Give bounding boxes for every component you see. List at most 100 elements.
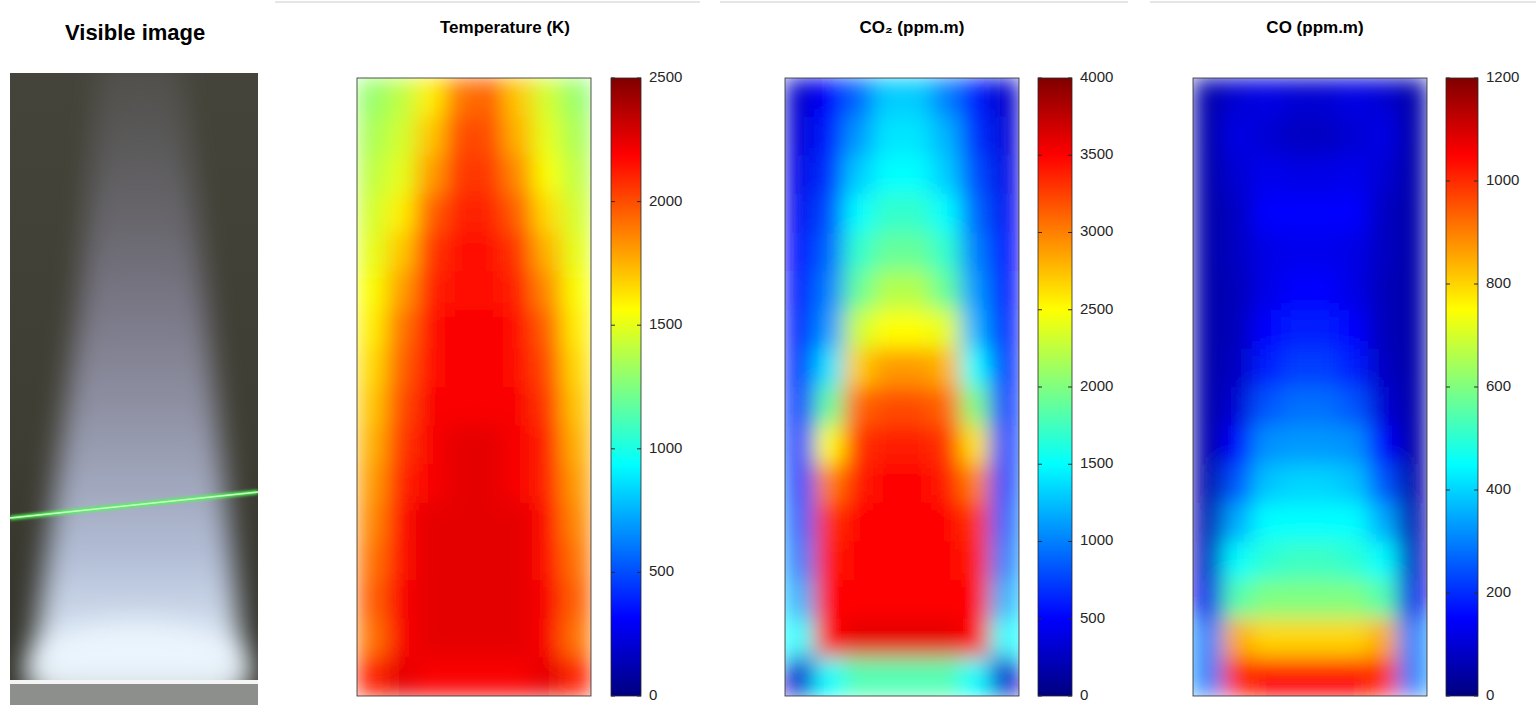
heatmap-cell [1398,542,1427,581]
heatmap-cell [873,464,903,503]
heatmap-cell [1193,657,1223,696]
heatmap-cell [357,233,387,272]
heatmap-cell [1369,155,1399,194]
heatmap-cell [445,503,475,542]
heatmap-cell [873,310,903,349]
heatmap-cell [873,194,903,233]
heatmap-cell [533,619,563,658]
heatmap-cell [844,426,874,465]
heatmap-cell [814,464,844,503]
heatmap-cell [1369,542,1399,581]
heatmap-cell [562,657,591,696]
heatmap-cell [844,233,874,272]
heatmap-cell [814,387,844,426]
heatmap-cell [785,271,815,310]
colorbar-tick [611,572,615,573]
heatmap-cell [785,348,815,387]
heatmap-cell [474,542,504,581]
heatmap-cell [1222,464,1252,503]
colorbar-tick-label: 200 [1486,583,1511,600]
heatmap-cell [1310,426,1340,465]
heatmap-cell [533,657,563,696]
heatmap-cell [416,271,446,310]
heatmap-cell [474,78,504,117]
heatmap-cell [961,310,991,349]
colorbar-tick-label: 1500 [1080,454,1113,471]
heatmap-cell [474,426,504,465]
heatmap-cell [1339,426,1369,465]
heatmap-cell [1281,580,1311,619]
frame-line [1150,2,1536,3]
heatmap-cell [533,542,563,581]
heatmap-cell [844,310,874,349]
heatmap-cell [445,271,475,310]
heatmap-cell [844,464,874,503]
heatmap-cell [844,117,874,156]
heatmap-cell [1281,619,1311,658]
heatmap-cell [357,387,387,426]
heatmap-cell [990,542,1019,581]
colorbar [611,78,641,696]
heatmap-cell [416,580,446,619]
heatmap-cell [445,310,475,349]
heatmap-cell [1398,387,1427,426]
heatmap-cell [961,619,991,658]
heatmap-cell [533,117,563,156]
heatmap-cell [386,348,416,387]
heatmap-cell [1222,619,1252,658]
heatmap-cell [1193,503,1223,542]
heatmap-cell [1252,426,1282,465]
heatmap-cells [1193,78,1427,696]
heatmap-cell [386,657,416,696]
heatmap-cell [416,503,446,542]
heatmap-cell [785,503,815,542]
heatmap-cell [562,78,591,117]
heatmap-cell [1193,271,1223,310]
heatmap-cell [445,194,475,233]
heatmap-cell [562,348,591,387]
heatmap-cell [474,619,504,658]
heatmap-cell [1222,233,1252,272]
heatmap-cell [1281,503,1311,542]
heatmap-cell [562,155,591,194]
heatmap-cell [961,194,991,233]
heatmap-cell [1398,503,1427,542]
heatmap-cell [1369,310,1399,349]
heatmap-area [1193,78,1427,696]
heatmap-cell [844,194,874,233]
heatmap-cell [1339,194,1369,233]
heatmap-cell [931,387,961,426]
heatmap-cell [873,117,903,156]
heatmap-cell [931,542,961,581]
heatmap-cell [445,387,475,426]
heatmap-cell [1222,194,1252,233]
heatmap-cell [1369,233,1399,272]
heatmap-cell [1369,580,1399,619]
heatmap-cell [1398,464,1427,503]
heatmap-cell [902,464,932,503]
heatmap-cell [386,426,416,465]
heatmap-cell [931,619,961,658]
heatmap-cell [785,464,815,503]
heatmap-cell [1339,117,1369,156]
heatmap-cell [562,426,591,465]
heatmap-cell [1398,117,1427,156]
colorbar-tick [1068,464,1072,465]
heatmap-cell [533,464,563,503]
heatmap-cell [1252,387,1282,426]
heatmap-cell [873,503,903,542]
heatmap-cell [961,348,991,387]
colorbar-tick [1038,387,1042,388]
heatmap-cell [844,657,874,696]
heatmap-cell [990,619,1019,658]
colorbar-tick [1038,232,1042,233]
heatmap-cell [445,348,475,387]
colorbar-tick [1038,618,1042,619]
heatmap-cell [990,271,1019,310]
heatmap-cell [416,542,446,581]
heatmap-cell [503,155,533,194]
heatmap-cell [961,117,991,156]
heatmap-cell [357,619,387,658]
heatmap-cell [814,426,844,465]
heatmap-cell [931,117,961,156]
